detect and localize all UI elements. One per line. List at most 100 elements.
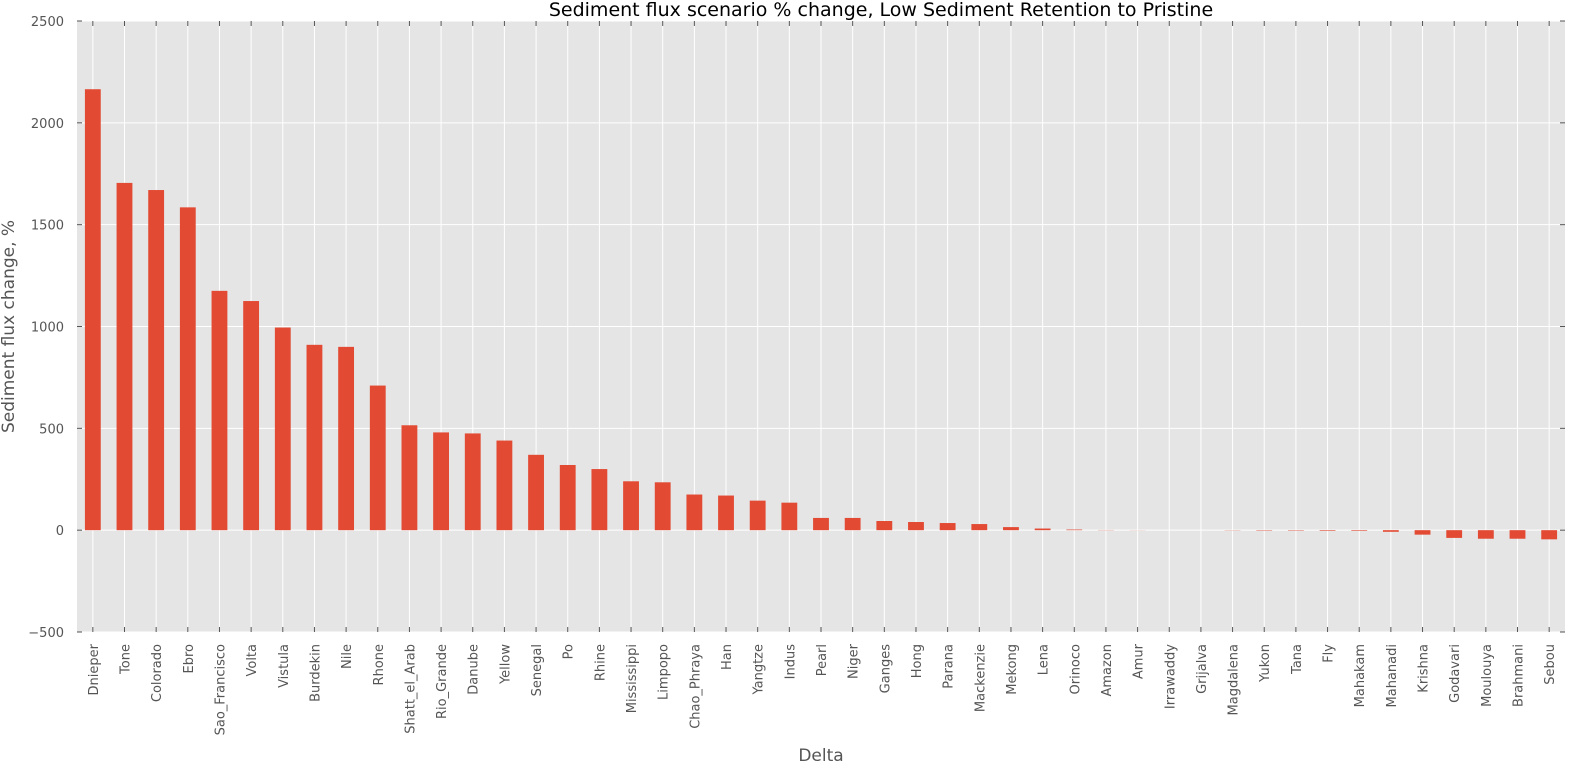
bar-dnieper xyxy=(84,89,101,531)
bar-rhone xyxy=(369,385,386,531)
bar-chao_phraya xyxy=(686,494,703,531)
x-tick-label: Yellow xyxy=(498,644,513,685)
bar-sao_francisco xyxy=(211,290,228,531)
x-tick-label: Po xyxy=(562,644,577,659)
x-tick-label: Irrawaddy xyxy=(1163,644,1178,709)
bar-indus xyxy=(781,502,798,531)
x-tick-label: Sebou xyxy=(1543,644,1558,685)
bar-yellow xyxy=(496,440,513,531)
bar-burdekin xyxy=(306,344,323,531)
x-tick-label: Danube xyxy=(467,644,482,695)
x-tick-label: Rhone xyxy=(372,644,387,685)
x-tick-label: Senegal xyxy=(530,644,545,696)
x-tick-label: Mahakam xyxy=(1353,644,1368,707)
x-tick-label: Mekong xyxy=(1005,644,1020,695)
bar-mahakam xyxy=(1351,530,1368,531)
bar-mahanadi xyxy=(1382,530,1399,532)
bar-lena xyxy=(1034,528,1051,531)
bar-orinoco xyxy=(1066,529,1083,531)
bar-po xyxy=(559,464,576,531)
x-tick-label: Pearl xyxy=(815,644,830,676)
x-tick-label: Limpopo xyxy=(657,644,672,700)
x-tick-label: Colorado xyxy=(150,644,165,702)
x-tick-label: Sao_Francisco xyxy=(213,644,228,735)
bar-hong xyxy=(908,522,924,531)
bar-moulouya xyxy=(1477,530,1494,539)
x-tick-label: Mississippi xyxy=(625,644,640,713)
bar-colorado xyxy=(148,190,165,531)
x-tick-label: Rhine xyxy=(593,644,608,681)
x-tick-label: Krishna xyxy=(1417,644,1432,693)
bar-han xyxy=(718,495,734,531)
x-tick-label: Mackenzie xyxy=(973,644,988,712)
x-tick-label: Volta xyxy=(245,644,260,677)
bar-niger xyxy=(844,517,861,531)
x-tick-label: Ganges xyxy=(878,644,893,694)
x-tick-label: Nile xyxy=(340,644,355,669)
y-tick-label: 2000 xyxy=(31,117,64,132)
bar-yangtze xyxy=(749,500,766,531)
x-tick-label: Brahmani xyxy=(1512,644,1527,707)
bar-volta xyxy=(243,301,260,531)
x-tick-label: Amazon xyxy=(1100,644,1115,697)
x-tick-label: Fly xyxy=(1322,644,1337,663)
bar-godavari xyxy=(1446,530,1463,538)
x-tick-label: Hong xyxy=(910,644,925,678)
bar-tone xyxy=(116,182,133,531)
y-tick-label: 500 xyxy=(39,422,64,437)
bar-ebro xyxy=(179,207,196,531)
y-axis-label: Sediment flux change, % xyxy=(0,220,19,433)
bar-rhine xyxy=(591,469,608,531)
x-tick-label: Niger xyxy=(847,643,862,679)
bar-mississippi xyxy=(623,481,639,531)
x-tick-label: Chao_Phraya xyxy=(688,644,703,729)
bar-senegal xyxy=(528,454,544,531)
y-tick-label: 0 xyxy=(56,524,64,539)
bar-sebou xyxy=(1541,530,1558,540)
bar-mackenzie xyxy=(971,524,988,531)
x-tick-label: Orinoco xyxy=(1068,644,1083,695)
bar-shatt_el_arab xyxy=(401,425,418,531)
x-tick-label: Moulouya xyxy=(1480,644,1495,707)
bar-krishna xyxy=(1414,530,1431,535)
bar-mekong xyxy=(1003,527,1019,531)
x-tick-label: Burdekin xyxy=(308,644,323,702)
bar-fly xyxy=(1319,530,1336,531)
x-tick-label: Indus xyxy=(783,644,798,680)
x-tick-label: Godavari xyxy=(1448,644,1463,703)
y-tick-label: 1500 xyxy=(31,219,64,234)
x-tick-label: Vistula xyxy=(277,644,292,688)
y-tick-label: 2500 xyxy=(31,15,64,30)
bar-brahmani xyxy=(1509,530,1526,539)
x-tick-label: Yangtze xyxy=(752,644,767,696)
x-tick-label: Yukon xyxy=(1258,644,1273,683)
y-axis-ticks: −500 0 500 1000 1500 2000 2500 xyxy=(28,15,1565,641)
bar-limpopo xyxy=(654,482,671,531)
x-tick-label: Tana xyxy=(1290,644,1305,675)
x-tick-label: Grijalva xyxy=(1195,644,1210,694)
x-tick-label: Magdalena xyxy=(1227,644,1242,715)
x-tick-label: Tone xyxy=(118,644,133,675)
bar-ganges xyxy=(876,521,893,531)
bar-nile xyxy=(338,346,355,531)
x-axis-ticks: Dnieper Tone Colorado Ebro Sao_Francisco Volt… xyxy=(87,21,1558,735)
x-tick-label: Mahanadi xyxy=(1385,644,1400,707)
x-tick-label: Rio_Grande xyxy=(435,644,450,719)
bar-parana xyxy=(939,523,956,531)
y-tick-label: 1000 xyxy=(31,321,64,336)
bars xyxy=(84,89,1558,540)
x-tick-label: Ebro xyxy=(182,644,197,674)
x-tick-label: Han xyxy=(720,644,735,670)
x-tick-label: Shatt_el_Arab xyxy=(403,644,418,734)
bar-pearl xyxy=(813,517,829,531)
bar-rio_grande xyxy=(433,432,449,531)
x-tick-label: Amur xyxy=(1132,643,1147,679)
bar-vistula xyxy=(274,327,291,531)
x-tick-label: Dnieper xyxy=(87,643,102,695)
x-tick-label: Lena xyxy=(1037,644,1052,675)
bar-danube xyxy=(464,433,481,531)
x-tick-label: Parana xyxy=(942,644,957,689)
x-axis-label: Delta xyxy=(798,746,843,766)
chart-title: Sediment flux scenario % change, Low Sed… xyxy=(549,0,1213,21)
